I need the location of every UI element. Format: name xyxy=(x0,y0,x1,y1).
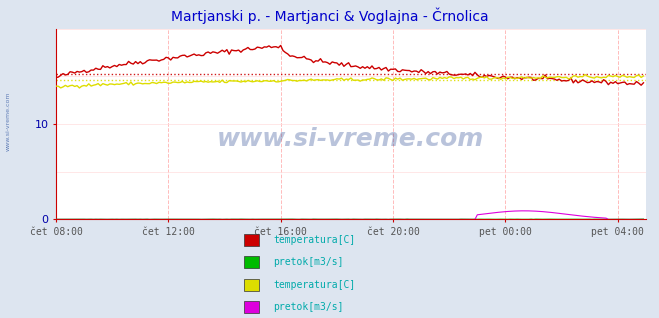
Text: temperatura[C]: temperatura[C] xyxy=(273,280,356,290)
Text: www.si-vreme.com: www.si-vreme.com xyxy=(5,91,11,151)
Text: temperatura[C]: temperatura[C] xyxy=(273,235,356,245)
Text: Martjanski p. - Martjanci & Voglajna - Črnolica: Martjanski p. - Martjanci & Voglajna - Č… xyxy=(171,8,488,24)
Text: www.si-vreme.com: www.si-vreme.com xyxy=(217,127,484,151)
Text: pretok[m3/s]: pretok[m3/s] xyxy=(273,302,344,312)
Text: pretok[m3/s]: pretok[m3/s] xyxy=(273,257,344,267)
